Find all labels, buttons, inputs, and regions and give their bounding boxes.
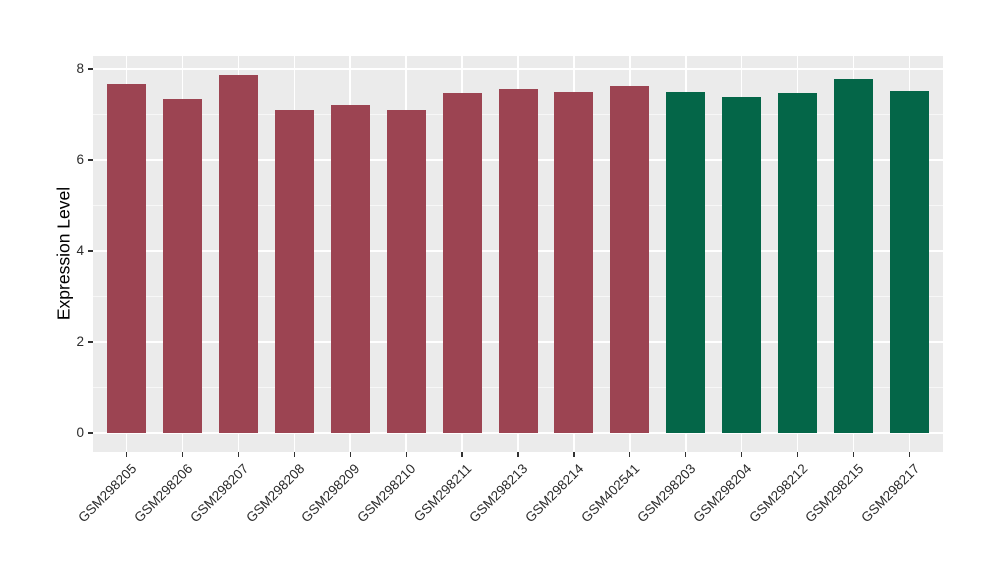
x-axis-tick: [573, 452, 575, 457]
y-axis-tick: [88, 341, 93, 343]
x-axis-tick: [405, 452, 407, 457]
x-axis-tick: [796, 452, 799, 457]
x-tick-label: GSM298214: [522, 461, 587, 526]
y-tick-label: 4: [76, 243, 84, 258]
x-tick-label: GSM298211: [411, 461, 475, 525]
x-tick-label: GSM298210: [354, 461, 419, 526]
x-axis-tick: [629, 452, 631, 457]
x-tick-label: GSM298209: [298, 461, 363, 526]
bar-GSM298206: [162, 99, 202, 433]
x-tick-label: GSM298208: [242, 461, 307, 526]
plot-panel: [93, 56, 943, 452]
y-axis-tick: [88, 159, 93, 161]
bar-GSM298214: [554, 92, 594, 433]
y-axis-tick: [88, 432, 93, 434]
bar-GSM298204: [722, 97, 762, 433]
bar-GSM298205: [107, 84, 147, 433]
bar-GSM298215: [834, 79, 874, 433]
bar-GSM298217: [889, 90, 929, 433]
x-tick-label: GSM298212: [745, 461, 811, 526]
y-tick-label: 8: [76, 61, 84, 76]
x-tick-label: GSM298207: [186, 461, 251, 526]
x-axis-tick: [852, 452, 855, 457]
y-tick-label: 6: [76, 152, 84, 167]
bar-GSM298207: [218, 74, 258, 433]
y-axis-tick: [88, 68, 93, 70]
bar-GSM298209: [330, 104, 370, 433]
x-axis-tick: [741, 452, 743, 457]
x-axis-tick: [517, 452, 519, 457]
x-tick-label: GSM298213: [466, 461, 531, 526]
x-axis-tick: [237, 452, 240, 457]
bar-GSM298208: [274, 109, 314, 433]
bar-GSM402541: [610, 86, 650, 433]
y-tick-label: 2: [76, 334, 84, 349]
x-tick-label: GSM298206: [130, 461, 196, 526]
bar-GSM298213: [498, 89, 538, 433]
y-tick-label: 0: [76, 425, 84, 440]
bar-GSM298203: [666, 92, 706, 433]
bar-GSM298212: [778, 92, 818, 433]
y-axis-tick: [88, 250, 93, 252]
x-tick-label: GSM298203: [634, 461, 699, 526]
x-tick-label: GSM402541: [578, 461, 643, 526]
x-axis-tick: [349, 452, 351, 457]
x-axis-tick: [125, 452, 128, 457]
x-axis-tick: [908, 452, 911, 457]
x-axis-tick: [461, 452, 463, 457]
x-tick-label: GSM298215: [801, 461, 867, 526]
x-tick-label: GSM298204: [690, 461, 755, 526]
bar-GSM298210: [386, 109, 426, 433]
x-axis-tick: [293, 452, 295, 457]
x-tick-label: GSM298205: [74, 461, 140, 526]
x-axis-tick: [685, 452, 687, 457]
bar-GSM298211: [442, 93, 482, 433]
x-axis-tick: [181, 452, 184, 457]
x-tick-label: GSM298217: [857, 461, 923, 526]
